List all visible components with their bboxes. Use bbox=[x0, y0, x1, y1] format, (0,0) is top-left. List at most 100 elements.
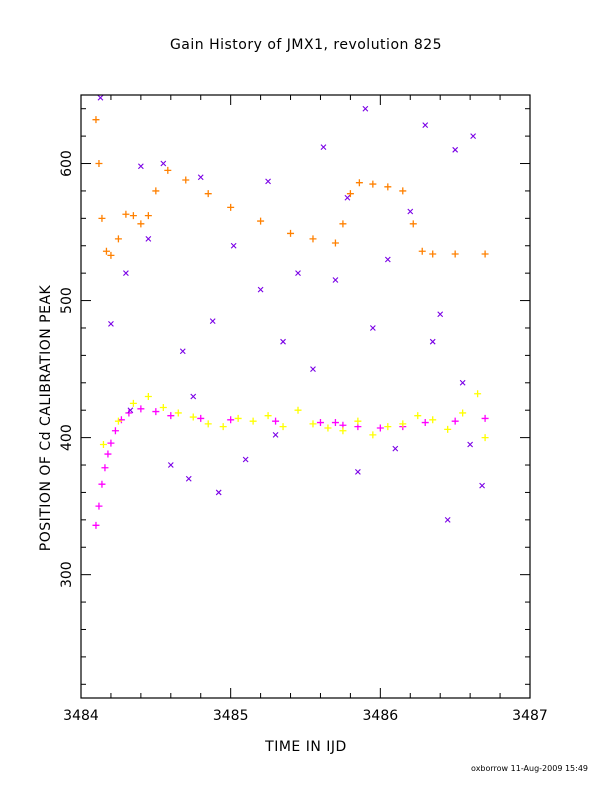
data-point bbox=[272, 417, 280, 425]
data-point bbox=[339, 427, 347, 435]
data-point bbox=[114, 417, 122, 425]
data-point bbox=[481, 434, 489, 442]
data-point bbox=[264, 412, 272, 420]
data-point bbox=[332, 277, 339, 283]
series-2 bbox=[99, 390, 489, 448]
data-point bbox=[309, 235, 317, 243]
data-point bbox=[384, 183, 392, 191]
data-point bbox=[309, 420, 317, 428]
data-point bbox=[354, 417, 362, 425]
data-point bbox=[137, 220, 145, 228]
data-point bbox=[189, 413, 197, 421]
data-point bbox=[129, 212, 137, 220]
data-point bbox=[399, 420, 407, 428]
x-axis-label: TIME IN IJD bbox=[265, 739, 347, 755]
data-point bbox=[104, 450, 112, 458]
data-point bbox=[249, 417, 257, 425]
data-point bbox=[242, 456, 249, 463]
data-point bbox=[324, 424, 332, 432]
data-point bbox=[369, 180, 377, 188]
data-point bbox=[459, 409, 467, 417]
data-point bbox=[376, 424, 384, 432]
data-point bbox=[320, 144, 327, 150]
data-point bbox=[108, 320, 114, 327]
x-tick-label: 3485 bbox=[213, 708, 249, 724]
data-point bbox=[459, 379, 466, 386]
data-point bbox=[127, 407, 134, 414]
data-point bbox=[481, 250, 489, 258]
data-point bbox=[101, 464, 109, 472]
data-point bbox=[230, 242, 237, 249]
data-point bbox=[444, 516, 451, 523]
data-point bbox=[355, 179, 363, 187]
data-point bbox=[215, 489, 222, 496]
x-tick-label: 3486 bbox=[363, 708, 399, 724]
data-point bbox=[92, 116, 100, 124]
data-point bbox=[421, 419, 429, 427]
data-point bbox=[265, 178, 271, 185]
data-point bbox=[479, 482, 485, 489]
data-point bbox=[102, 247, 110, 255]
data-point bbox=[316, 419, 324, 427]
x-tick-labels: 3484 3485 3486 3487 bbox=[63, 708, 548, 724]
data-point bbox=[159, 403, 167, 411]
data-point bbox=[294, 406, 302, 414]
data-point bbox=[481, 414, 489, 422]
data-point bbox=[422, 122, 429, 129]
data-point bbox=[257, 286, 264, 293]
data-point bbox=[97, 94, 104, 101]
data-point bbox=[346, 190, 354, 198]
data-point bbox=[185, 475, 192, 482]
data-point bbox=[137, 163, 144, 170]
data-point bbox=[174, 409, 182, 417]
data-point bbox=[114, 235, 122, 243]
chart-title: Gain History of JMX1, revolution 825 bbox=[169, 37, 443, 53]
data-point bbox=[331, 239, 339, 247]
data-point bbox=[339, 220, 347, 228]
series-0 bbox=[92, 116, 489, 259]
data-point bbox=[129, 399, 137, 407]
data-point bbox=[257, 217, 265, 225]
data-point bbox=[279, 423, 287, 431]
data-point bbox=[107, 439, 115, 447]
data-point bbox=[125, 409, 133, 417]
data-point bbox=[414, 412, 422, 420]
data-point bbox=[467, 441, 474, 448]
data-point bbox=[197, 174, 204, 181]
data-point bbox=[144, 393, 152, 400]
data-point bbox=[111, 427, 119, 435]
data-point bbox=[219, 423, 227, 431]
data-point bbox=[452, 146, 459, 153]
x-tick-label: 3487 bbox=[512, 708, 548, 724]
y-axis-label: POSITION OF Cd CALIBRATION PEAK bbox=[38, 284, 54, 552]
data-point bbox=[234, 414, 242, 422]
data-point bbox=[209, 318, 216, 325]
credit-stamp: oxborrow 11-Aug-2009 15:49 bbox=[471, 764, 588, 773]
data-point bbox=[160, 160, 167, 167]
data-point bbox=[167, 412, 175, 420]
data-point bbox=[190, 393, 197, 400]
y-tick-label: 400 bbox=[59, 424, 75, 451]
data-point bbox=[99, 440, 107, 448]
data-point bbox=[444, 425, 452, 433]
data-point bbox=[392, 445, 399, 452]
y-tick-label: 600 bbox=[59, 150, 75, 177]
plot-frame bbox=[80, 94, 531, 699]
data-point bbox=[474, 390, 482, 398]
data-point bbox=[107, 251, 115, 259]
data-point bbox=[310, 366, 316, 372]
data-point bbox=[409, 220, 417, 228]
data-point bbox=[451, 417, 459, 425]
y-tick-label: 500 bbox=[59, 287, 75, 314]
data-point bbox=[407, 208, 414, 215]
x-tick-label: 3484 bbox=[63, 708, 99, 724]
data-point bbox=[354, 468, 361, 475]
data-point bbox=[437, 311, 444, 318]
data-point bbox=[295, 270, 301, 277]
data-point bbox=[98, 480, 106, 488]
data-point bbox=[418, 247, 426, 255]
data-point bbox=[429, 416, 437, 424]
data-point bbox=[117, 416, 125, 424]
data-point bbox=[204, 190, 212, 198]
y-tick-label: 300 bbox=[59, 561, 75, 588]
